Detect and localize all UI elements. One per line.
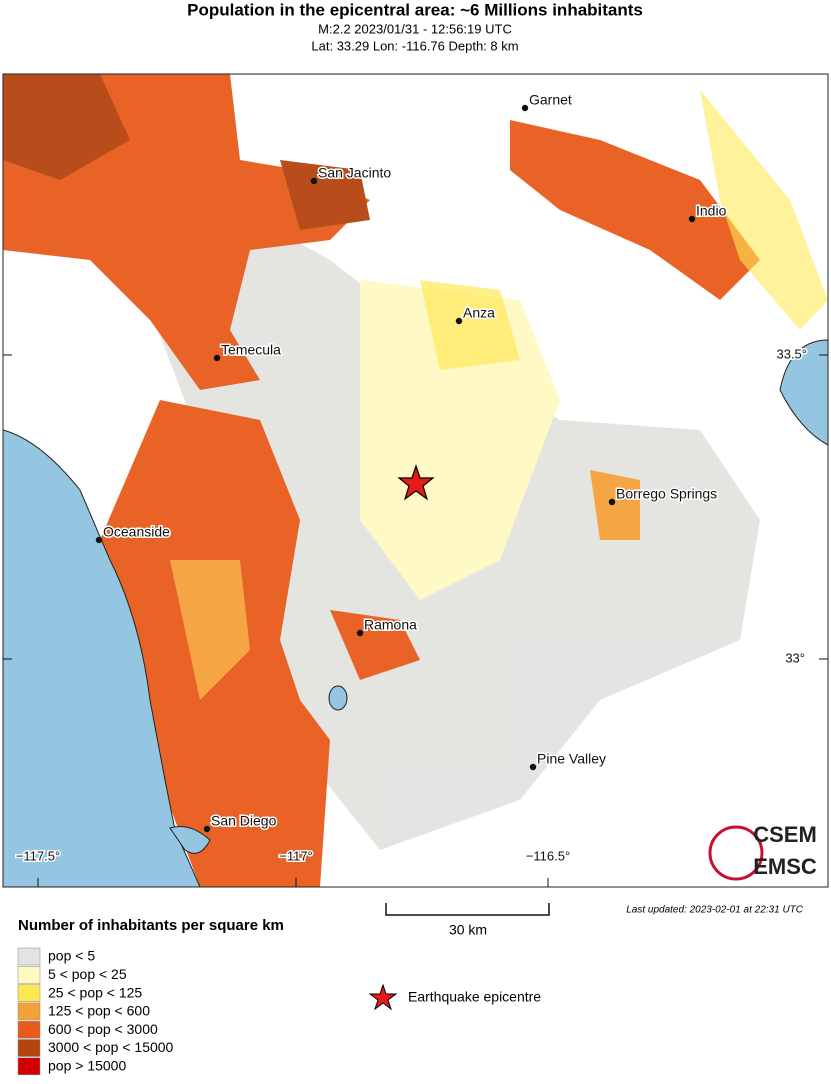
urban-indio	[510, 120, 760, 300]
city-label: Ramona	[364, 617, 417, 633]
logo-top: CSEM	[753, 822, 817, 847]
city-label: Garnet	[529, 92, 572, 108]
legend-swatch	[17, 966, 41, 984]
urban-dense	[3, 74, 130, 180]
legend-swatch	[17, 947, 41, 966]
coordinates: −117.5° −117° −116.5° 33.5° 33°	[3, 345, 828, 887]
city-label: Pine Valley	[537, 751, 606, 767]
legend-title: Number of inhabitants per square km	[18, 917, 284, 934]
legend-label: 600 < pop < 3000	[48, 1021, 158, 1037]
population-layer	[3, 74, 828, 887]
logo: CSEM EMSC	[708, 822, 817, 881]
legend-swatch	[17, 984, 41, 1002]
city-label: Oceanside	[103, 524, 170, 540]
bay	[169, 826, 211, 854]
suburban	[170, 560, 250, 700]
subtitle: M:2.2 2023/01/31 - 12:56:19 UTC	[318, 21, 512, 36]
lat-label: 33°	[785, 650, 805, 665]
rural-east	[700, 90, 828, 330]
city-dot	[608, 498, 616, 506]
legend-swatch	[17, 1002, 41, 1021]
map: Garnet San Jacinto Indio Anza Temecula Borreg…	[2, 73, 829, 888]
city-dot	[455, 317, 463, 325]
location: Lat: 33.29 Lon: -116.76 Depth: 8 km	[311, 38, 518, 53]
city-dot	[310, 177, 318, 185]
legend-label: 5 < pop < 25	[48, 966, 127, 982]
scale-label: 30 km	[449, 922, 487, 938]
lat-label: 33.5°	[776, 346, 807, 361]
city-dot	[95, 536, 103, 544]
rural-borrego	[590, 470, 640, 540]
legend: pop < 5 5 < pop < 25 25 < pop < 125 125 < p…	[17, 947, 174, 1076]
legend-swatch	[17, 1039, 41, 1057]
city-dot	[356, 629, 364, 637]
legend-label: pop > 15000	[48, 1058, 126, 1074]
logo-bottom: EMSC	[753, 854, 817, 879]
legend-label: 3000 < pop < 15000	[48, 1039, 174, 1055]
title: Population in the epicentral area: ~6 Mi…	[187, 0, 643, 19]
city-dot	[529, 763, 537, 771]
scale-bar	[385, 903, 550, 916]
legend-epicentre: Earthquake epicentre	[408, 989, 541, 1005]
ocean	[2, 429, 201, 888]
map-frame	[2, 73, 829, 888]
logo-globe	[708, 825, 764, 881]
legend-swatch	[17, 1057, 41, 1076]
last-updated: Last updated: 2023-02-01 at 22:31 UTC	[626, 905, 804, 916]
city-dot	[213, 354, 221, 362]
urban-ramona	[330, 610, 420, 680]
city-label: Indio	[696, 203, 727, 219]
city-label: Anza	[463, 305, 495, 321]
city-label: San Diego	[211, 813, 277, 829]
cities: Garnet San Jacinto Indio Anza Temecula Borreg…	[95, 90, 728, 833]
city-dot	[688, 215, 696, 223]
salton-sea	[779, 339, 829, 446]
legend-swatch	[17, 1020, 41, 1039]
legend-label: 25 < pop < 125	[48, 984, 142, 1000]
city-dot	[521, 104, 529, 112]
legend-star	[368, 983, 398, 1011]
urban-sanjacinto	[280, 160, 370, 230]
epicentre-star	[397, 464, 435, 501]
lon-label: −116.5°	[526, 848, 570, 863]
legend-label: pop < 5	[48, 948, 95, 964]
rural-anza	[420, 280, 520, 370]
lake	[328, 685, 348, 711]
lon-label: −117°	[279, 848, 313, 863]
city-label: Temecula	[221, 342, 281, 358]
legend-label: 125 < pop < 600	[48, 1003, 150, 1019]
city-dot	[203, 825, 211, 833]
lon-label: −117.5°	[16, 848, 60, 863]
city-label: San Jacinto	[318, 165, 391, 181]
city-label: Borrego Springs	[616, 486, 717, 502]
